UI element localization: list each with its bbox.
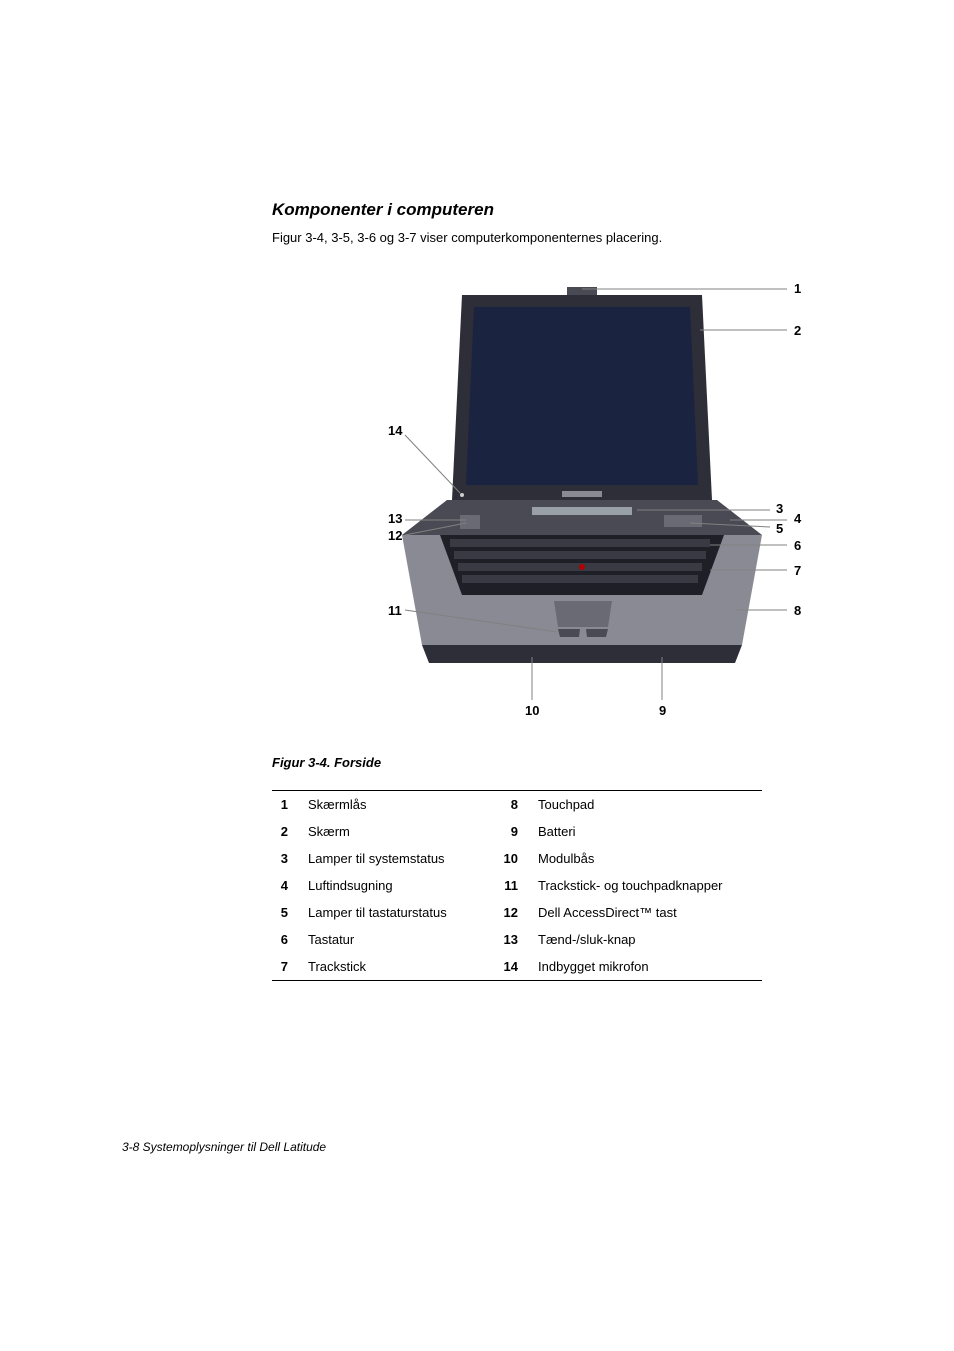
callout-5: 5 bbox=[776, 521, 783, 536]
legend-label: Indbygget mikrofon bbox=[534, 953, 762, 981]
callout-11: 11 bbox=[388, 603, 402, 618]
legend-num: 11 bbox=[494, 872, 534, 899]
legend-label: Skærm bbox=[304, 818, 494, 845]
legend-label: Luftindsugning bbox=[304, 872, 494, 899]
legend-num: 2 bbox=[272, 818, 304, 845]
legend-row: 4Luftindsugning11Trackstick- og touchpad… bbox=[272, 872, 762, 899]
callout-8: 8 bbox=[794, 603, 801, 618]
legend-label: Trackstick bbox=[304, 953, 494, 981]
intro-text: Figur 3-4, 3-5, 3-6 og 3-7 viser compute… bbox=[272, 230, 760, 245]
callout-7: 7 bbox=[794, 563, 801, 578]
legend-num: 8 bbox=[494, 791, 534, 819]
section-heading: Komponenter i computeren bbox=[272, 200, 760, 220]
legend-table: 1Skærmlås8Touchpad2Skærm9Batteri3Lamper … bbox=[272, 790, 762, 981]
callout-12: 12 bbox=[388, 528, 402, 543]
legend-row: 2Skærm9Batteri bbox=[272, 818, 762, 845]
legend-label: Modulbås bbox=[534, 845, 762, 872]
legend-label: Touchpad bbox=[534, 791, 762, 819]
callout-3: 3 bbox=[776, 501, 783, 516]
legend-label: Lamper til tastaturstatus bbox=[304, 899, 494, 926]
laptop-diagram: 1 2 3 4 5 6 7 8 9 10 11 12 13 14 bbox=[332, 275, 822, 725]
legend-num: 10 bbox=[494, 845, 534, 872]
legend-label: Tænd-/sluk-knap bbox=[534, 926, 762, 953]
callout-13: 13 bbox=[388, 511, 402, 526]
legend-row: 7Trackstick14Indbygget mikrofon bbox=[272, 953, 762, 981]
figure-caption: Figur 3-4. Forside bbox=[272, 755, 760, 770]
legend-row: 6Tastatur13Tænd-/sluk-knap bbox=[272, 926, 762, 953]
legend-label: Batteri bbox=[534, 818, 762, 845]
legend-num: 5 bbox=[272, 899, 304, 926]
page-footer: 3-8 Systemoplysninger til Dell Latitude bbox=[122, 1140, 326, 1154]
legend-row: 5Lamper til tastaturstatus12Dell AccessD… bbox=[272, 899, 762, 926]
legend-label: Skærmlås bbox=[304, 791, 494, 819]
callout-9: 9 bbox=[659, 703, 666, 718]
legend-row: 1Skærmlås8Touchpad bbox=[272, 791, 762, 819]
legend-num: 4 bbox=[272, 872, 304, 899]
figure-laptop-front: 1 2 3 4 5 6 7 8 9 10 11 12 13 14 bbox=[332, 275, 822, 725]
legend-num: 3 bbox=[272, 845, 304, 872]
callout-4: 4 bbox=[794, 511, 802, 526]
callout-10: 10 bbox=[525, 703, 539, 718]
legend-num: 6 bbox=[272, 926, 304, 953]
legend-num: 7 bbox=[272, 953, 304, 981]
legend-label: Dell AccessDirect™ tast bbox=[534, 899, 762, 926]
legend-label: Trackstick- og touchpadknapper bbox=[534, 872, 762, 899]
legend-label: Lamper til systemstatus bbox=[304, 845, 494, 872]
callout-14: 14 bbox=[388, 423, 403, 438]
callout-6: 6 bbox=[794, 538, 801, 553]
legend-row: 3Lamper til systemstatus10Modulbås bbox=[272, 845, 762, 872]
laptop-lid bbox=[452, 287, 712, 500]
callout-2: 2 bbox=[794, 323, 801, 338]
legend-num: 13 bbox=[494, 926, 534, 953]
legend-num: 9 bbox=[494, 818, 534, 845]
legend-num: 14 bbox=[494, 953, 534, 981]
legend-num: 1 bbox=[272, 791, 304, 819]
laptop-base bbox=[402, 493, 762, 663]
legend-label: Tastatur bbox=[304, 926, 494, 953]
callout-1: 1 bbox=[794, 281, 801, 296]
legend-num: 12 bbox=[494, 899, 534, 926]
